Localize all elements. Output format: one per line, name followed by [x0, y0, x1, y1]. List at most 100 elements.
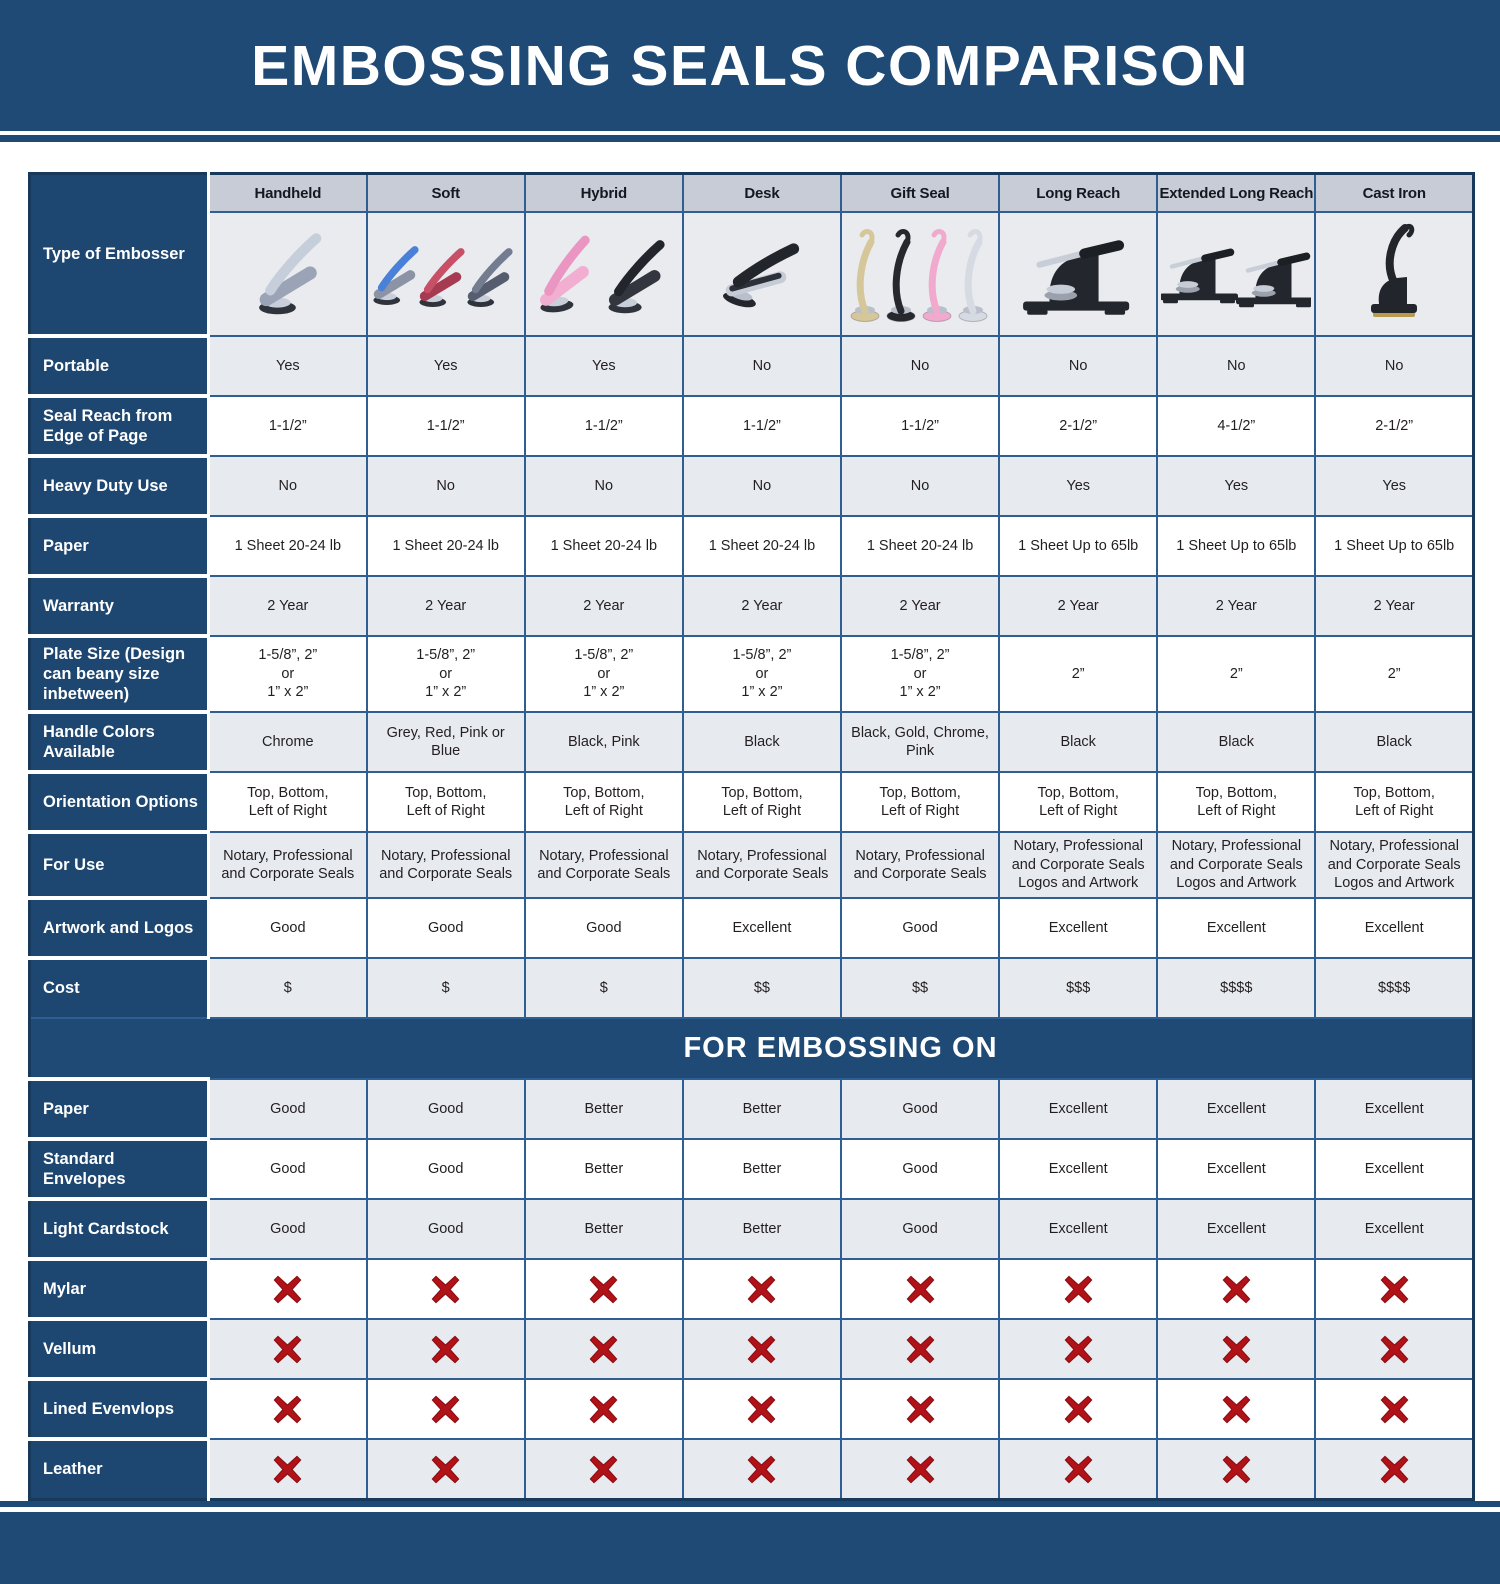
column-header-long-reach: Long Reach — [998, 172, 1159, 213]
table-cell: 2 Year — [681, 575, 843, 637]
table-cell: 2 Year — [365, 575, 526, 637]
row-label-warranty: Warranty — [28, 574, 210, 636]
red-x-icon — [273, 1455, 302, 1483]
table-cell — [839, 1378, 1001, 1441]
table-cell: 1-5/8”, 2” or 1” x 2” — [839, 634, 1001, 714]
red-x-icon — [748, 1335, 776, 1363]
table-cell — [523, 1318, 684, 1381]
table-row-seal-reach-from-edge-of-page: Seal Reach from Edge of Page 1-1/2” 1-1/2”… — [28, 394, 1475, 457]
table-cell: $$$$ — [1156, 957, 1317, 1020]
red-x-icon — [431, 1275, 460, 1303]
red-x-icon — [906, 1275, 934, 1303]
table-cell — [365, 1318, 526, 1381]
table-cell — [839, 1258, 1001, 1321]
table-cell: 2” — [998, 634, 1159, 714]
table-cell: Notary, Professional and Corporate Seals… — [998, 831, 1159, 900]
table-cell: 2” — [1156, 634, 1317, 714]
image-cell-handheld — [207, 211, 368, 337]
table-cell: Good — [839, 1198, 1001, 1261]
table-cell — [839, 1318, 1001, 1381]
red-x-icon — [273, 1335, 302, 1363]
row-label-cost: Cost — [28, 956, 210, 1019]
table-cell: Notary, Professional and Corporate Seals — [681, 831, 843, 900]
table-cell: Black — [1314, 711, 1475, 774]
table-cell — [998, 1258, 1159, 1321]
row-label-type-of-embosser: Type of Embosser — [28, 173, 210, 336]
red-x-icon — [431, 1455, 460, 1483]
table-row-paper: Paper Good Good Better Better Good Excellent Ex… — [28, 1077, 1475, 1141]
extended-long-reach-embosser-icon — [1160, 248, 1315, 307]
table-cell: Top, Bottom, Left of Right — [523, 771, 684, 834]
table-cell: Top, Bottom, Left of Right — [207, 771, 368, 834]
embossing-banner-row: FOR EMBOSSING ON — [28, 1017, 1475, 1081]
table-cell — [1314, 1378, 1475, 1441]
red-x-icon — [1064, 1335, 1093, 1363]
table-cell: Yes — [207, 335, 368, 397]
table-cell — [839, 1438, 1001, 1501]
column-header-soft: Soft — [365, 172, 526, 213]
table-cell: No — [839, 455, 1001, 517]
table-cell: 4-1/2” — [1156, 395, 1317, 457]
table-cell: Good — [839, 1138, 1001, 1201]
table-cell: Better — [681, 1078, 843, 1141]
table-cell — [998, 1318, 1159, 1381]
table-cell: 1-5/8”, 2” or 1” x 2” — [365, 634, 526, 714]
table-cell: No — [365, 455, 526, 517]
table-cell: 1 Sheet 20-24 lb — [523, 515, 684, 577]
table-cell: 1 Sheet 20-24 lb — [207, 515, 368, 577]
table-cell: Grey, Red, Pink or Blue — [365, 711, 526, 774]
table-row-warranty: Warranty 2 Year 2 Year 2 Year 2 Year 2 Year 2 … — [28, 574, 1475, 637]
table-cell — [1314, 1258, 1475, 1321]
row-label-light-cardstock: Light Cardstock — [28, 1197, 210, 1260]
table-cell: 1 Sheet Up to 65lb — [1156, 515, 1317, 577]
red-x-icon — [589, 1275, 618, 1303]
table-row-heavy-duty-use: Heavy Duty Use No No No No No Yes Yes Yes — [28, 454, 1475, 517]
table-cell: Yes — [523, 335, 684, 397]
table-cell: 2 Year — [523, 575, 684, 637]
table-cell — [365, 1438, 526, 1501]
table-cell: Notary, Professional and Corporate Seals — [207, 831, 368, 900]
table-cell: Top, Bottom, Left of Right — [365, 771, 526, 834]
column-header-hybrid: Hybrid — [523, 172, 684, 213]
table-cell: Notary, Professional and Corporate Seals — [839, 831, 1001, 900]
table-cell: No — [523, 455, 684, 517]
table-cell — [207, 1438, 368, 1501]
table-cell: Good — [523, 897, 684, 960]
table-cell: $ — [523, 957, 684, 1020]
table-row-vellum: Vellum — [28, 1317, 1475, 1381]
table-cell — [523, 1438, 684, 1501]
soft-embosser-icon — [373, 245, 513, 307]
red-x-icon — [589, 1395, 618, 1423]
table-cell: Good — [207, 1198, 368, 1261]
table-cell: 1-5/8”, 2” or 1” x 2” — [523, 634, 684, 714]
red-x-icon — [1222, 1395, 1251, 1423]
table-cell: No — [839, 335, 1001, 397]
table-cell: Black, Pink — [523, 711, 684, 774]
footer-band — [0, 1512, 1500, 1584]
table-cell: Black, Gold, Chrome, Pink — [839, 711, 1001, 774]
table-cell: 1-1/2” — [681, 395, 843, 457]
red-x-icon — [748, 1395, 776, 1423]
table-cell: Good — [839, 1078, 1001, 1141]
row-label-portable: Portable — [28, 334, 210, 396]
column-header-handheld: Handheld — [207, 172, 368, 213]
table-cell: 1-5/8”, 2” or 1” x 2” — [681, 634, 843, 714]
table-cell — [1156, 1318, 1317, 1381]
table-cell: Excellent — [998, 1138, 1159, 1201]
table-cell — [681, 1318, 843, 1381]
image-cell-long-reach — [998, 211, 1159, 337]
red-x-icon — [273, 1275, 302, 1303]
table-cell — [523, 1258, 684, 1321]
table-cell: Better — [523, 1138, 684, 1201]
table-cell: Yes — [998, 455, 1159, 517]
table-cell: Excellent — [1314, 1138, 1475, 1201]
row-label-for-use: For Use — [28, 830, 210, 899]
hybrid-embosser-icon — [539, 235, 665, 313]
red-x-icon — [1222, 1335, 1251, 1363]
row-label-leather: Leather — [28, 1437, 210, 1500]
red-x-icon — [1380, 1275, 1409, 1303]
table-cell: Excellent — [1156, 1198, 1317, 1261]
table-cell: 1 Sheet 20-24 lb — [839, 515, 1001, 577]
red-x-icon — [906, 1335, 934, 1363]
table-cell — [1314, 1318, 1475, 1381]
